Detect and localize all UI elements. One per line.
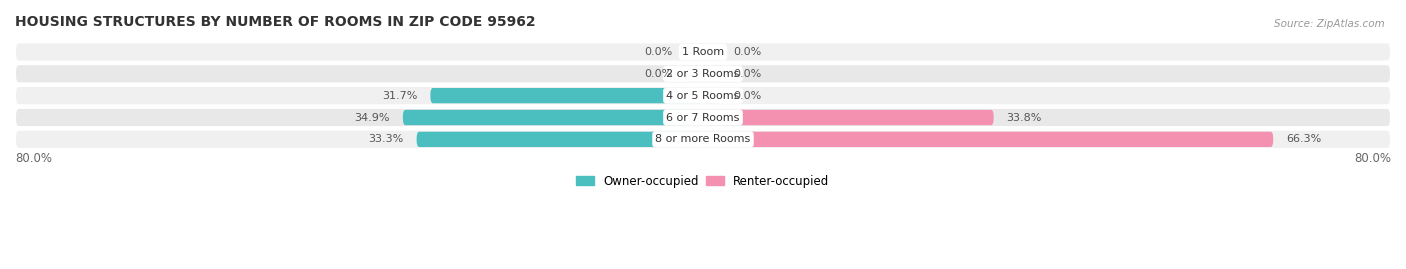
FancyBboxPatch shape [686,44,703,59]
Text: HOUSING STRUCTURES BY NUMBER OF ROOMS IN ZIP CODE 95962: HOUSING STRUCTURES BY NUMBER OF ROOMS IN… [15,15,536,29]
Text: 80.0%: 80.0% [15,152,52,165]
Text: 0.0%: 0.0% [644,69,673,79]
FancyBboxPatch shape [703,132,1274,147]
FancyBboxPatch shape [686,66,703,82]
Text: 0.0%: 0.0% [733,91,762,101]
Text: 66.3%: 66.3% [1286,134,1322,144]
FancyBboxPatch shape [15,64,1391,83]
FancyBboxPatch shape [15,42,1391,62]
Text: 8 or more Rooms: 8 or more Rooms [655,134,751,144]
Text: 2 or 3 Rooms: 2 or 3 Rooms [666,69,740,79]
Legend: Owner-occupied, Renter-occupied: Owner-occupied, Renter-occupied [572,170,834,192]
FancyBboxPatch shape [703,66,720,82]
FancyBboxPatch shape [703,110,994,125]
Text: 33.8%: 33.8% [1007,112,1042,122]
FancyBboxPatch shape [15,130,1391,149]
FancyBboxPatch shape [703,44,720,59]
Text: Source: ZipAtlas.com: Source: ZipAtlas.com [1274,19,1385,29]
FancyBboxPatch shape [15,108,1391,127]
Text: 1 Room: 1 Room [682,47,724,57]
Text: 4 or 5 Rooms: 4 or 5 Rooms [666,91,740,101]
FancyBboxPatch shape [703,88,720,103]
FancyBboxPatch shape [15,86,1391,105]
Text: 80.0%: 80.0% [1354,152,1391,165]
Text: 31.7%: 31.7% [382,91,418,101]
Text: 34.9%: 34.9% [354,112,389,122]
FancyBboxPatch shape [404,110,703,125]
Text: 6 or 7 Rooms: 6 or 7 Rooms [666,112,740,122]
Text: 0.0%: 0.0% [644,47,673,57]
Text: 33.3%: 33.3% [368,134,404,144]
FancyBboxPatch shape [430,88,703,103]
Text: 0.0%: 0.0% [733,69,762,79]
Text: 0.0%: 0.0% [733,47,762,57]
FancyBboxPatch shape [416,132,703,147]
